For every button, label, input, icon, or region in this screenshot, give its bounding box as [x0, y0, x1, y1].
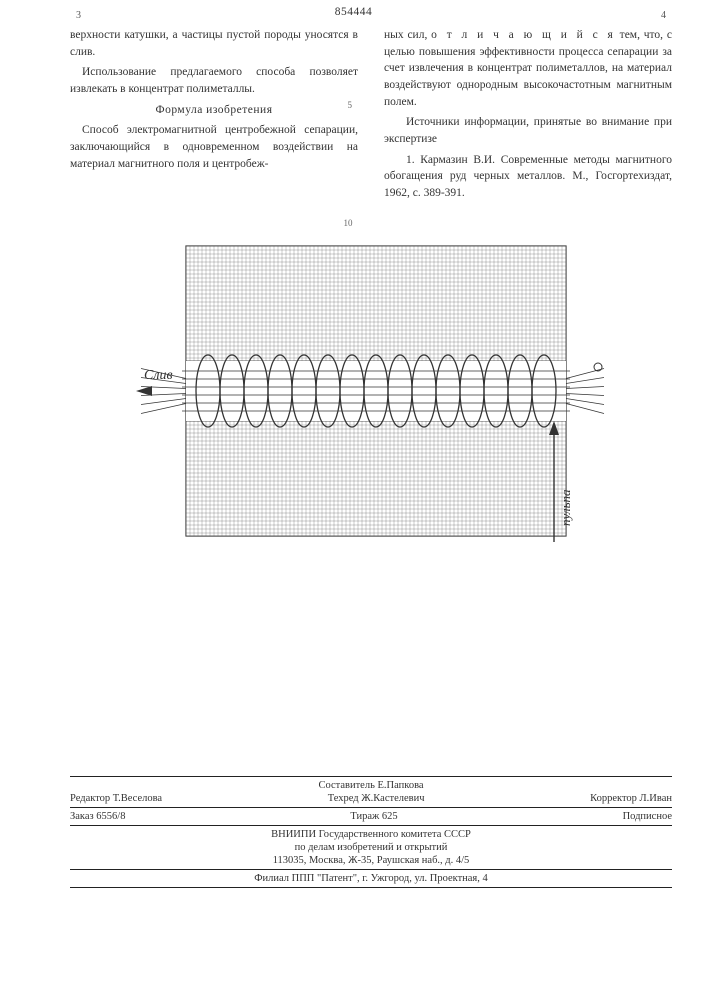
col-num-right: 4 — [661, 10, 666, 21]
credits-block: Составитель Е.Папкова Редактор Т.Веселов… — [70, 774, 672, 890]
para: Использование предлагаемого способа позв… — [70, 64, 358, 97]
para: Способ электромагнитной центробежной сеп… — [70, 122, 358, 172]
order-number: Заказ 6556/8 — [70, 811, 125, 822]
para: Источники информации, принятые во вниман… — [384, 114, 672, 147]
document-number: 854444 — [335, 6, 373, 18]
emphasis-spaced: о т л и ч а ю щ и й с я — [431, 29, 616, 41]
svg-text:Слив: Слив — [144, 368, 173, 383]
org-line: ВНИИПИ Государственного комитета СССР — [70, 828, 672, 841]
address: 113035, Москва, Ж-35, Раушская наб., д. … — [70, 854, 672, 867]
diagram-figure: Слив пульпа — [136, 236, 606, 546]
subscription: Подписное — [623, 811, 672, 822]
formula-heading: Формула изобретения — [70, 102, 358, 119]
right-column: ных сил, о т л и ч а ю щ и й с я тем, чт… — [384, 27, 672, 206]
editor: Редактор Т.Веселова — [70, 793, 162, 804]
composer: Составитель Е.Папкова — [70, 779, 672, 792]
line-marker-10: 10 — [344, 218, 353, 228]
para: верхности катушки, а частицы пустой поро… — [70, 27, 358, 60]
col-num-left: 3 — [76, 10, 81, 21]
line-marker-5: 5 — [348, 100, 353, 110]
para: ных сил, о т л и ч а ю щ и й с я тем, чт… — [384, 27, 672, 110]
left-column: верхности катушки, а частицы пустой поро… — [70, 27, 358, 206]
svg-text:пульпа: пульпа — [558, 489, 573, 526]
filial: Филиал ППП "Патент", г. Ужгород, ул. Про… — [70, 872, 672, 885]
para: 1. Кармазин В.И. Современные методы магн… — [384, 152, 672, 202]
org-line: по делам изобретений и открытий — [70, 841, 672, 854]
techred: Техред Ж.Кастелевич — [328, 793, 425, 804]
tirazh: Тираж 625 — [350, 811, 397, 822]
corrector: Корректор Л.Иван — [590, 793, 672, 804]
